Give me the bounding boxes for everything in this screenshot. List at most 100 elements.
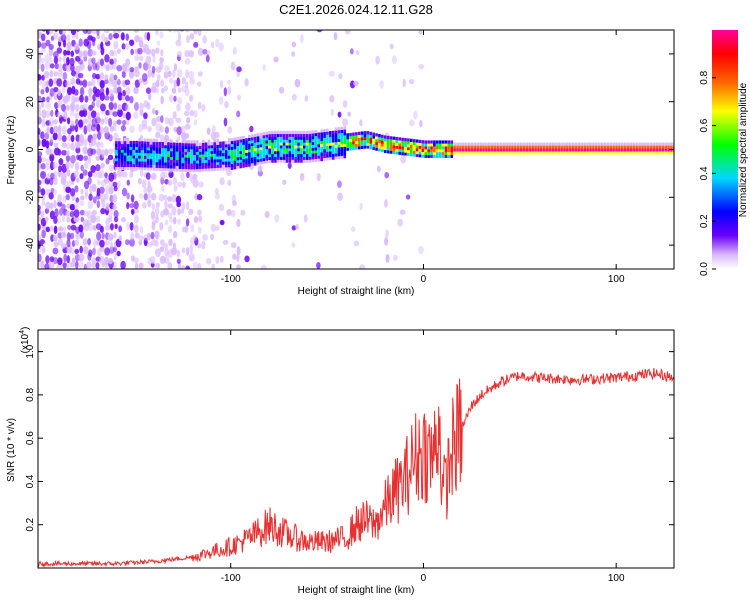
ridge-cell [670,145,673,149]
ridge-cell [175,145,179,149]
noise-cell [74,103,80,113]
ridge-cell [493,148,497,152]
ridge-cell [490,142,494,146]
ridge-cell [190,166,193,170]
ridge-cell [407,138,410,142]
ridge-cell [401,146,404,150]
ridge-cell [386,135,390,140]
ridge-cell [450,140,454,144]
ridge-cell [519,145,523,149]
ridge-cell [314,150,318,154]
noise-cell [38,253,42,263]
ridge-cell [488,151,491,155]
noise-cell [99,79,105,89]
ridge-cell [268,159,271,163]
ridge-cell [300,133,303,137]
ridge-cell [219,147,222,151]
ridge-cell [256,159,260,163]
ridge-cell [331,156,335,160]
ridge-cell [204,168,208,172]
ridge-cell [343,146,347,150]
noise-cell [139,225,144,235]
noise-cell [222,239,229,245]
ridge-cell [551,142,555,146]
ridge-cell [233,143,237,147]
ridge-cell [262,157,266,162]
ridge-cell [343,149,347,153]
ridge-cell [343,129,347,133]
noise-cell [146,232,151,241]
ridge-cell [340,149,344,153]
noise-cell [56,263,63,269]
noise-cell [94,88,101,98]
ridge-cell [178,159,182,164]
ridge-cell [580,148,584,152]
ridge-cell [360,142,364,147]
ridge-cell [389,144,393,149]
noise-cell [40,260,45,269]
noise-cell [172,230,178,239]
noise-cell [181,85,187,93]
noise-cell [197,226,202,234]
ridge-cell [652,151,656,155]
noise-cell [57,124,62,134]
ridge-cell [427,151,430,156]
ridge-cell [141,166,144,171]
ridge-cell [282,156,286,160]
ridge-cell [262,132,266,136]
noise-cell [109,49,115,57]
noise-cell [73,112,80,119]
noise-cell [291,51,295,57]
ridge-cell [274,145,277,149]
ridge-cell [482,148,485,152]
noise-cell [151,203,155,211]
ridge-cell [167,162,170,166]
ridge-cell [222,144,225,148]
ridge-cell [198,160,202,164]
ridge-cell [172,142,176,146]
ridge-cell [360,145,364,149]
ridge-cell [120,158,124,162]
ridge-cell [511,151,514,155]
ridge-cell [181,142,185,147]
ridge-cell [395,145,399,149]
ridge-cell [201,151,205,155]
ridge-cell [187,145,190,150]
ridge-cell [615,151,618,155]
ridge-cell [415,142,419,146]
ridge-cell [531,151,534,155]
noise-cell [164,65,170,72]
ridge-cell [658,142,662,146]
ridge-cell [288,139,292,143]
noise-cell [56,47,63,54]
ridge-cell [473,148,477,152]
ridge-cell [311,133,315,137]
noise-cell [125,33,130,41]
noise-cell [138,239,143,246]
ridge-cell [172,162,176,166]
ridge-cell [317,132,321,136]
noise-cell [210,41,215,49]
noise-cell [45,255,50,264]
ridge-cell [233,137,237,141]
noise-cell [213,131,220,139]
ridge-cell [227,138,231,142]
ridge-cell [308,136,312,140]
noise-cell [113,261,117,269]
noise-cell [121,102,128,112]
noise-cell [198,181,204,188]
noise-cell [240,209,246,216]
ridge-cell [323,149,326,153]
snr-frame [37,329,675,569]
ridge-cell [282,145,286,149]
noise-cell [70,64,75,72]
noise-cell [211,263,216,269]
ridge-cell [259,152,263,156]
ridge-cell [216,159,219,163]
ridge-cell [340,126,344,130]
ridge-cell [317,144,321,148]
noise-cell [230,61,236,71]
noise-cell [180,265,187,269]
ridge-cell [557,148,560,152]
ridge-cell [184,142,188,147]
